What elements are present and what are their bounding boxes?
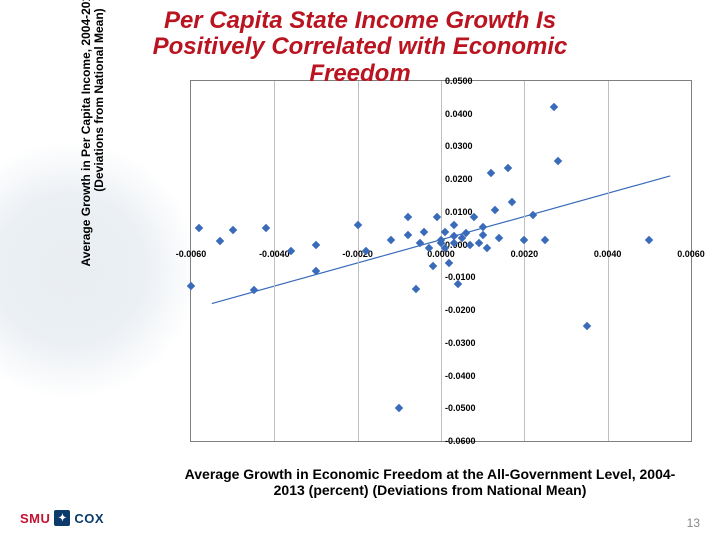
grid-line-vertical [608,81,609,441]
scatter-chart: -0.0060-0.0040-0.00200.00000.00200.00400… [170,80,700,470]
data-point [528,211,536,219]
page-number: 13 [687,516,700,530]
data-point [541,235,549,243]
y-tick-label: -0.0600 [445,436,495,446]
y-tick-label: -0.0500 [445,403,495,413]
data-point [262,224,270,232]
data-point [387,235,395,243]
data-point [312,267,320,275]
data-point [228,226,236,234]
data-point [508,198,516,206]
y-tick-label: -0.0300 [445,338,495,348]
data-point [553,157,561,165]
x-tick-label: 0.0060 [677,249,705,259]
x-tick-label: 0.0000 [427,249,455,259]
data-point [478,231,486,239]
data-point [353,221,361,229]
grid-line-vertical [274,81,275,441]
data-point [441,227,449,235]
data-point [187,281,195,289]
data-point [249,286,257,294]
data-point [216,237,224,245]
logo-smu-text: SMU [20,511,50,526]
y-tick-label: -0.0200 [445,305,495,315]
x-tick-label: 0.0040 [594,249,622,259]
data-point [412,285,420,293]
title-line: Positively Correlated with Economic [0,34,720,60]
x-tick-label: -0.0060 [176,249,207,259]
data-point [428,262,436,270]
x-axis-title: Average Growth in Economic Freedom at th… [170,466,690,498]
data-point [645,235,653,243]
data-point [403,213,411,221]
logo-cox-text: COX [74,511,104,526]
grid-line-vertical [441,81,442,441]
data-point [503,163,511,171]
chart-title: Per Capita State Income Growth Is Positi… [0,8,720,87]
data-point [395,404,403,412]
title-line: Per Capita State Income Growth Is [0,8,720,34]
grid-line-vertical [524,81,525,441]
y-tick-label: -0.0400 [445,371,495,381]
data-point [416,239,424,247]
data-point [449,221,457,229]
y-tick-label: 0.0400 [445,109,495,119]
data-point [445,258,453,266]
y-axis-title: Average Growth in Per Capita Income, 200… [80,0,106,280]
logo-mark-icon: ✦ [54,510,70,526]
x-tick-label: 0.0020 [511,249,539,259]
data-point [195,224,203,232]
plot-area: -0.0060-0.0040-0.00200.00000.00200.00400… [190,80,692,442]
y-tick-label: 0.0200 [445,174,495,184]
data-point [583,322,591,330]
y-tick-label: -0.0100 [445,272,495,282]
title-line: Freedom [0,61,720,87]
y-tick-label: 0.0300 [445,141,495,151]
data-point [495,234,503,242]
data-point [312,240,320,248]
data-point [520,235,528,243]
data-point [403,231,411,239]
grid-line-vertical [358,81,359,441]
data-point [420,227,428,235]
logo: SMU ✦ COX [20,510,104,526]
data-point [549,103,557,111]
data-point [433,213,441,221]
x-tick-label: -0.0040 [259,249,290,259]
